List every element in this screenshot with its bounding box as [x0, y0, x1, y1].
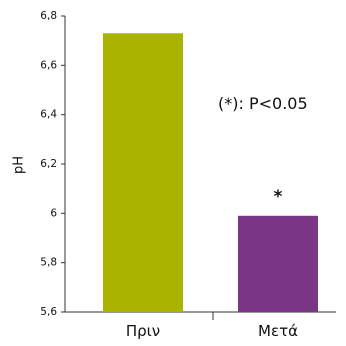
y-axis-ticks: 5,6 5,8 6 6,2 6,4 6,6 6,8 [40, 10, 65, 318]
x-category-label: Μετά [258, 322, 298, 340]
y-tick-label: 6,6 [40, 59, 57, 71]
y-tick-label: 6,4 [40, 109, 57, 121]
significance-asterisk: * [274, 187, 283, 207]
significance-annotation: (*): P<0.05 [218, 94, 308, 113]
bars-group [103, 33, 318, 313]
y-axis-title: pH [12, 156, 27, 174]
bar-2 [238, 215, 318, 312]
y-tick-label: 6,8 [40, 10, 57, 22]
bar-1 [103, 33, 183, 313]
y-tick-label: 6 [50, 207, 57, 219]
y-tick-label: 6,2 [40, 158, 57, 170]
category-labels: Πριν Μετά [126, 322, 298, 340]
y-tick-label: 5,8 [40, 257, 57, 269]
x-category-label: Πριν [126, 322, 160, 340]
y-tick-label: 5,6 [40, 306, 57, 318]
